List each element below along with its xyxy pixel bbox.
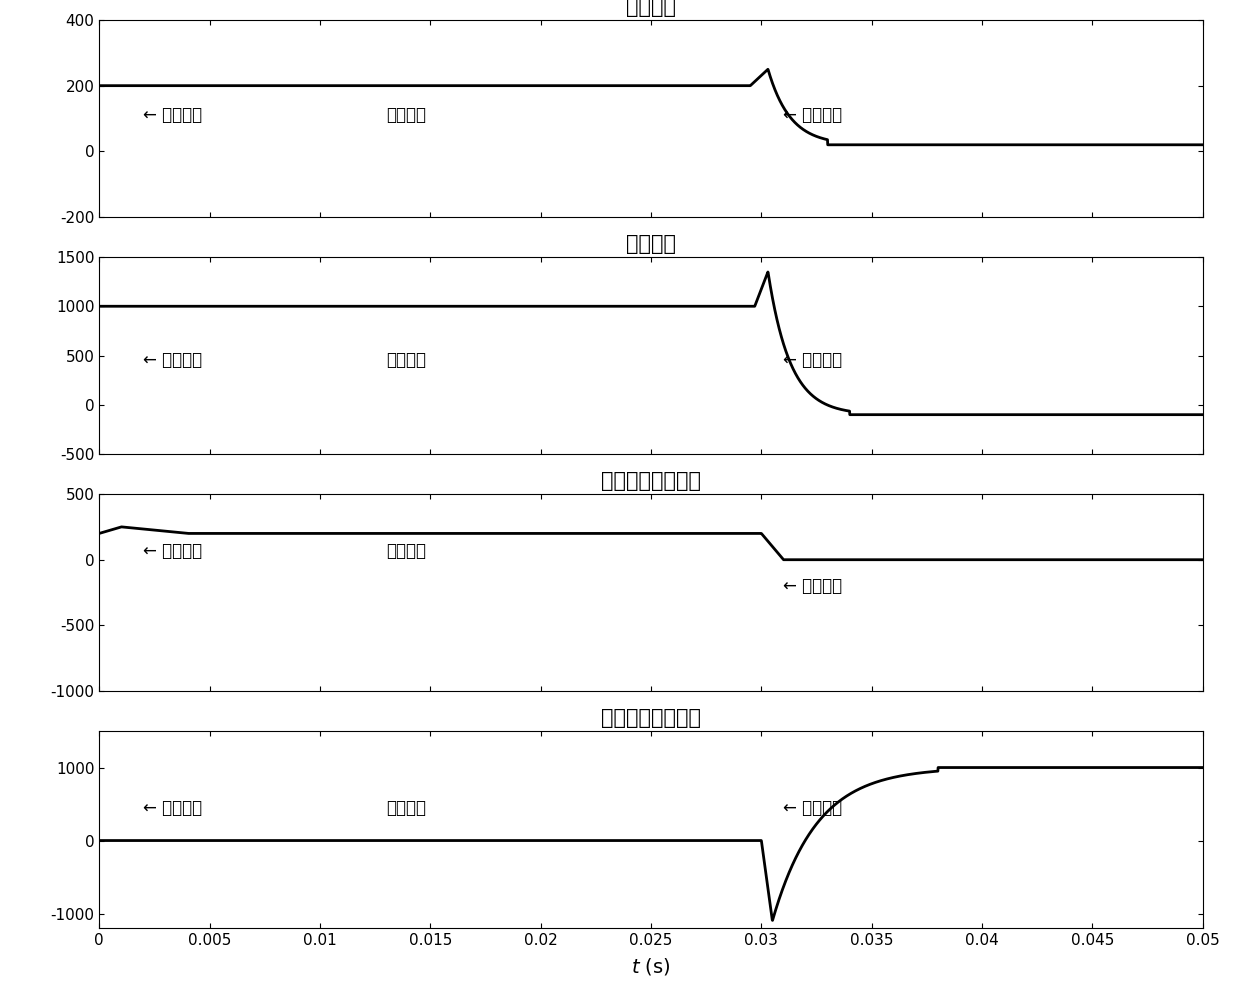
Text: ← 负载断电: ← 负载断电 [784,577,842,595]
Text: 正常运行: 正常运行 [386,798,427,816]
Title: 主开关晶闸管电压: 主开关晶闸管电压 [601,709,701,729]
Title: 输出电流: 输出电流 [626,0,676,17]
Title: 输出电压: 输出电压 [626,235,676,254]
Text: ← 负载通电: ← 负载通电 [144,798,202,816]
Text: ← 负载断电: ← 负载断电 [784,351,842,369]
Text: ← 负载断电: ← 负载断电 [784,798,842,816]
Text: ← 负载通电: ← 负载通电 [144,351,202,369]
Title: 主开关晶闸管电流: 主开关晶闸管电流 [601,471,701,491]
Text: 正常运行: 正常运行 [386,542,427,560]
X-axis label: $t\ \mathrm{(s)}$: $t\ \mathrm{(s)}$ [631,956,671,977]
Text: ← 负载通电: ← 负载通电 [144,106,202,124]
Text: ← 负载通电: ← 负载通电 [144,542,202,560]
Text: 正常运行: 正常运行 [386,351,427,369]
Text: 正常运行: 正常运行 [386,106,427,124]
Text: ← 负载断电: ← 负载断电 [784,106,842,124]
